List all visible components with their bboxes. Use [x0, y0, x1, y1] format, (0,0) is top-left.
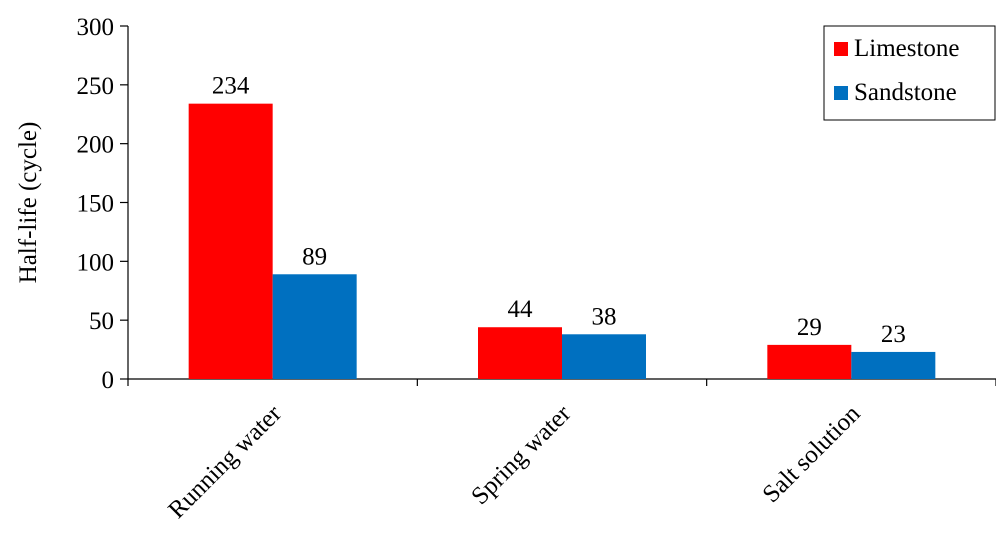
y-tick-label: 0 [102, 367, 115, 394]
legend-label: Limestone [854, 35, 960, 62]
bar-limestone [188, 103, 273, 379]
y-tick-label: 300 [77, 14, 115, 41]
bars [188, 103, 936, 379]
y-tick-label: 200 [77, 132, 115, 159]
data-label: 38 [592, 303, 617, 330]
legend-swatch [834, 86, 848, 100]
legend-box [823, 25, 996, 121]
bar-limestone [767, 344, 852, 379]
y-axis-title: Half-life (cycle) [15, 122, 42, 284]
legend: Limestone Sandstone [823, 25, 996, 121]
data-label: 234 [212, 73, 250, 100]
legend-swatch [834, 42, 848, 56]
bar-sandstone [272, 274, 357, 379]
y-tick-label: 50 [89, 308, 114, 335]
data-label: 29 [797, 314, 822, 341]
data-label: 89 [302, 243, 327, 270]
y-tick-label: 100 [77, 249, 115, 276]
x-category-label: Spring water [466, 400, 576, 510]
legend-label: Sandstone [854, 79, 957, 106]
data-label: 23 [881, 321, 906, 348]
y-axis-ticks: 0 50 100 150 200 250 300 [77, 14, 128, 394]
y-tick-label: 250 [77, 73, 115, 100]
data-labels: 234 89 44 38 29 23 [212, 73, 906, 348]
x-category-label: Running water [163, 400, 287, 524]
bar-limestone [478, 327, 562, 379]
bar-sandstone [562, 334, 646, 379]
x-category-label: Salt solution [758, 400, 866, 508]
x-axis-categories: Running water Spring water Salt solution [127, 379, 996, 524]
data-label: 44 [508, 296, 534, 323]
bar-sandstone [851, 351, 936, 379]
y-tick-label: 150 [77, 191, 115, 218]
